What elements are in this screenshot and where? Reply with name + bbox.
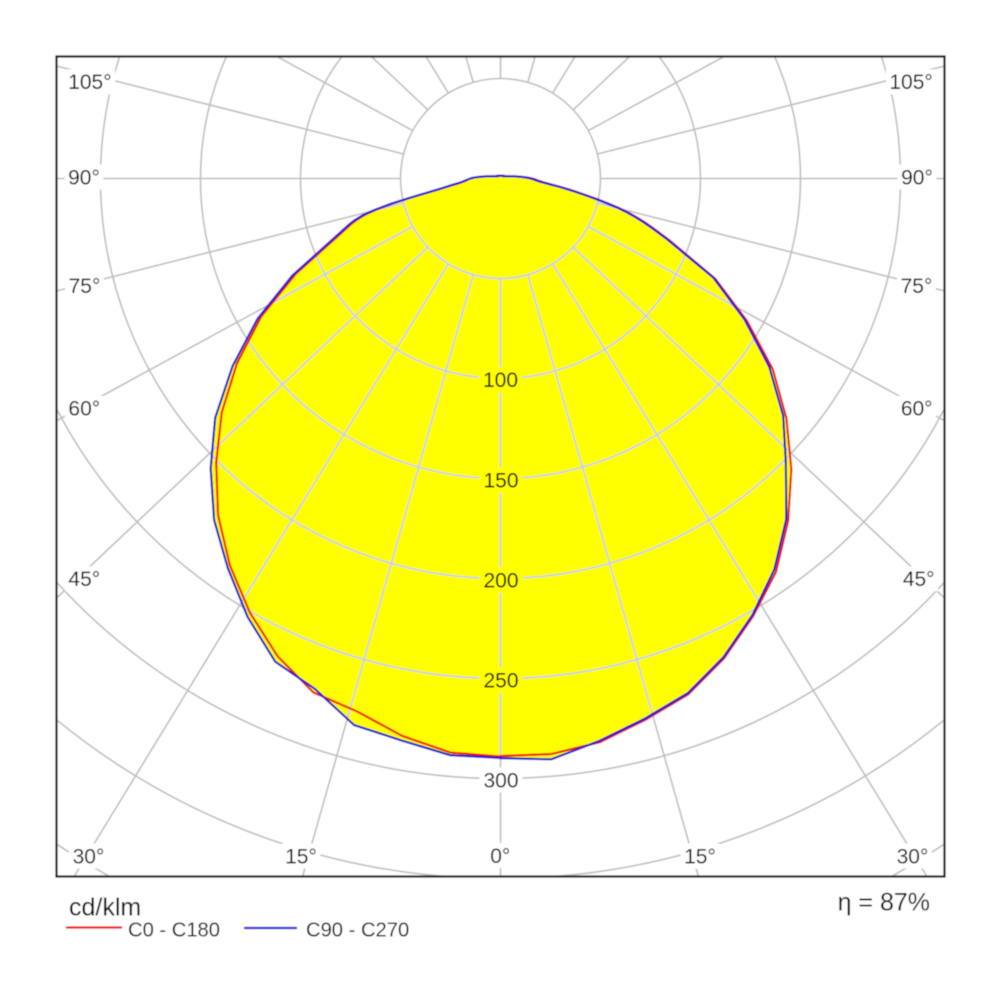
svg-text:75°: 75° — [901, 275, 933, 298]
svg-text:C90 - C270: C90 - C270 — [306, 920, 409, 942]
svg-text:105°: 105° — [68, 71, 111, 94]
svg-text:cd/klm: cd/klm — [69, 894, 141, 922]
svg-text:300: 300 — [483, 769, 518, 792]
svg-text:75°: 75° — [69, 275, 101, 298]
svg-text:45°: 45° — [903, 568, 935, 591]
svg-text:90°: 90° — [68, 166, 100, 189]
svg-text:150: 150 — [483, 469, 518, 492]
svg-text:η = 87%: η = 87% — [838, 889, 930, 917]
svg-text:15°: 15° — [285, 845, 317, 868]
svg-text:100: 100 — [483, 369, 518, 392]
svg-text:90°: 90° — [901, 166, 933, 189]
svg-text:105°: 105° — [889, 71, 932, 94]
svg-text:0°: 0° — [490, 845, 510, 868]
svg-text:60°: 60° — [901, 398, 933, 421]
svg-text:30°: 30° — [73, 845, 105, 868]
svg-text:45°: 45° — [68, 568, 100, 591]
svg-text:15°: 15° — [684, 845, 716, 868]
svg-text:30°: 30° — [897, 845, 929, 868]
svg-text:250: 250 — [483, 669, 518, 692]
svg-text:C0 - C180: C0 - C180 — [128, 920, 220, 942]
svg-text:200: 200 — [483, 569, 518, 592]
svg-text:60°: 60° — [68, 398, 100, 421]
